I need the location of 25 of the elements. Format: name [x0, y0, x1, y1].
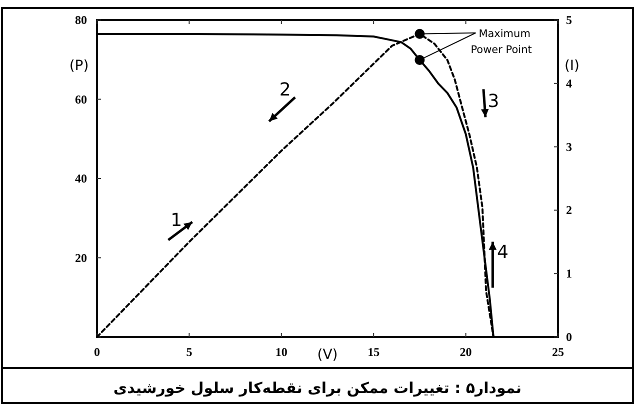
annotation: 1 — [170, 210, 182, 232]
x-tick-label: 20 — [460, 345, 472, 359]
y2-tick-label: 4 — [566, 76, 572, 90]
y-tick-label: 40 — [75, 172, 87, 186]
y2-tick-label: 0 — [566, 330, 572, 344]
x-tick-label: 10 — [275, 345, 288, 359]
y-tick-label: 80 — [75, 13, 87, 27]
y-axis-title: (P) — [69, 58, 89, 74]
x-axis-title: (V) — [317, 347, 338, 363]
annotation: 3 — [488, 91, 500, 112]
y2-tick-label: 5 — [566, 13, 572, 27]
text: نمودار۵ : تغییرات ممکن برای نقطه‌کار سلول خورشیدی — [113, 379, 522, 397]
y2-tick-label: 3 — [566, 140, 572, 154]
x-tick-label: 25 — [552, 345, 564, 359]
x-tick-label: 5 — [186, 345, 192, 359]
y2-tick-label: 2 — [566, 203, 572, 218]
y2-axis-title: (I) — [564, 58, 580, 74]
annotation: 2 — [279, 79, 291, 100]
annotation: 4 — [496, 242, 508, 263]
y-tick-label: 60 — [75, 92, 87, 106]
y2-tick-label: 1 — [566, 266, 572, 281]
x-tick-label: 15 — [368, 345, 380, 359]
annotation: Maximum Power Point — [470, 28, 532, 56]
y-tick-label: 20 — [75, 250, 87, 265]
x-tick-label: 0 — [94, 345, 100, 359]
